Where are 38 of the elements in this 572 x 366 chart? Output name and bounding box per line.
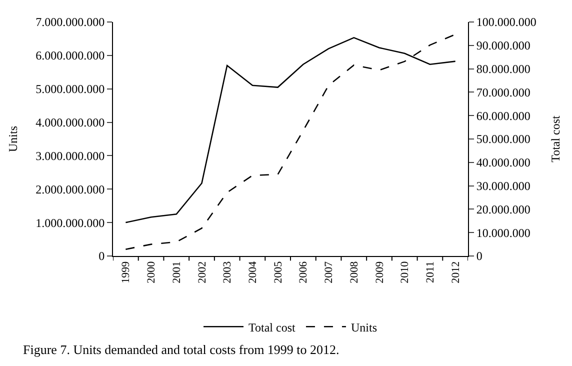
x-tick-label: 2009 (374, 260, 386, 284)
caption: Figure 7. Units demanded and total costs from 1999 to 2012. (23, 342, 340, 357)
y-tick-label: 2.000.000.000 (36, 182, 105, 196)
y2-tick-label: 70.000.000 (476, 85, 530, 100)
x-tick-label: 2012 (450, 261, 462, 284)
legend-label: Total cost (248, 320, 296, 334)
y-tick-label: 1.000.000.000 (36, 216, 105, 230)
y2-tick-label: 10.000.000 (476, 226, 530, 240)
x-tick-label: 2006 (298, 260, 310, 284)
y2-tick-label: 60.000.000 (476, 108, 530, 123)
x-tick-label: 2010 (399, 260, 412, 284)
y2-axis-title: Total cost (548, 114, 562, 162)
y2-tick-label: 40.000.000 (476, 156, 530, 170)
y2-tick-label: 50.000.000 (476, 132, 530, 146)
y-tick-label: 0 (98, 249, 105, 264)
x-tick-label: 2000 (146, 260, 158, 284)
y2-tick-label: 0 (476, 249, 482, 264)
y2-tick-label: 100.000.000 (476, 15, 536, 30)
x-tick-label: 2003 (222, 260, 234, 284)
x-tick-label: 2004 (247, 260, 260, 284)
y-tick-label: 3.000.000.000 (36, 148, 105, 163)
y2-tick-label: 90.000.000 (476, 38, 530, 53)
x-tick-label: 1999 (120, 260, 132, 284)
y-tick-label: 5.000.000.000 (36, 82, 105, 96)
x-tick-label: 2001 (170, 261, 183, 284)
y2-tick-label: 30.000.000 (476, 179, 530, 193)
y-tick-label: 4.000.000.000 (36, 115, 105, 130)
x-tick-label: 2002 (196, 261, 208, 284)
x-tick-label: 2007 (323, 260, 336, 284)
x-tick-label: 2008 (348, 260, 360, 284)
y-axis-title: Units (6, 126, 20, 152)
y2-tick-label: 20.000.000 (476, 202, 530, 216)
x-tick-label: 2005 (272, 260, 284, 284)
x-tick-label: 2011 (424, 261, 437, 283)
y-tick-label: 7.000.000.000 (36, 15, 105, 30)
legend-label: Units (350, 320, 378, 334)
y2-tick-label: 80.000.000 (476, 62, 530, 76)
y-tick-label: 6.000.000.000 (36, 48, 105, 63)
